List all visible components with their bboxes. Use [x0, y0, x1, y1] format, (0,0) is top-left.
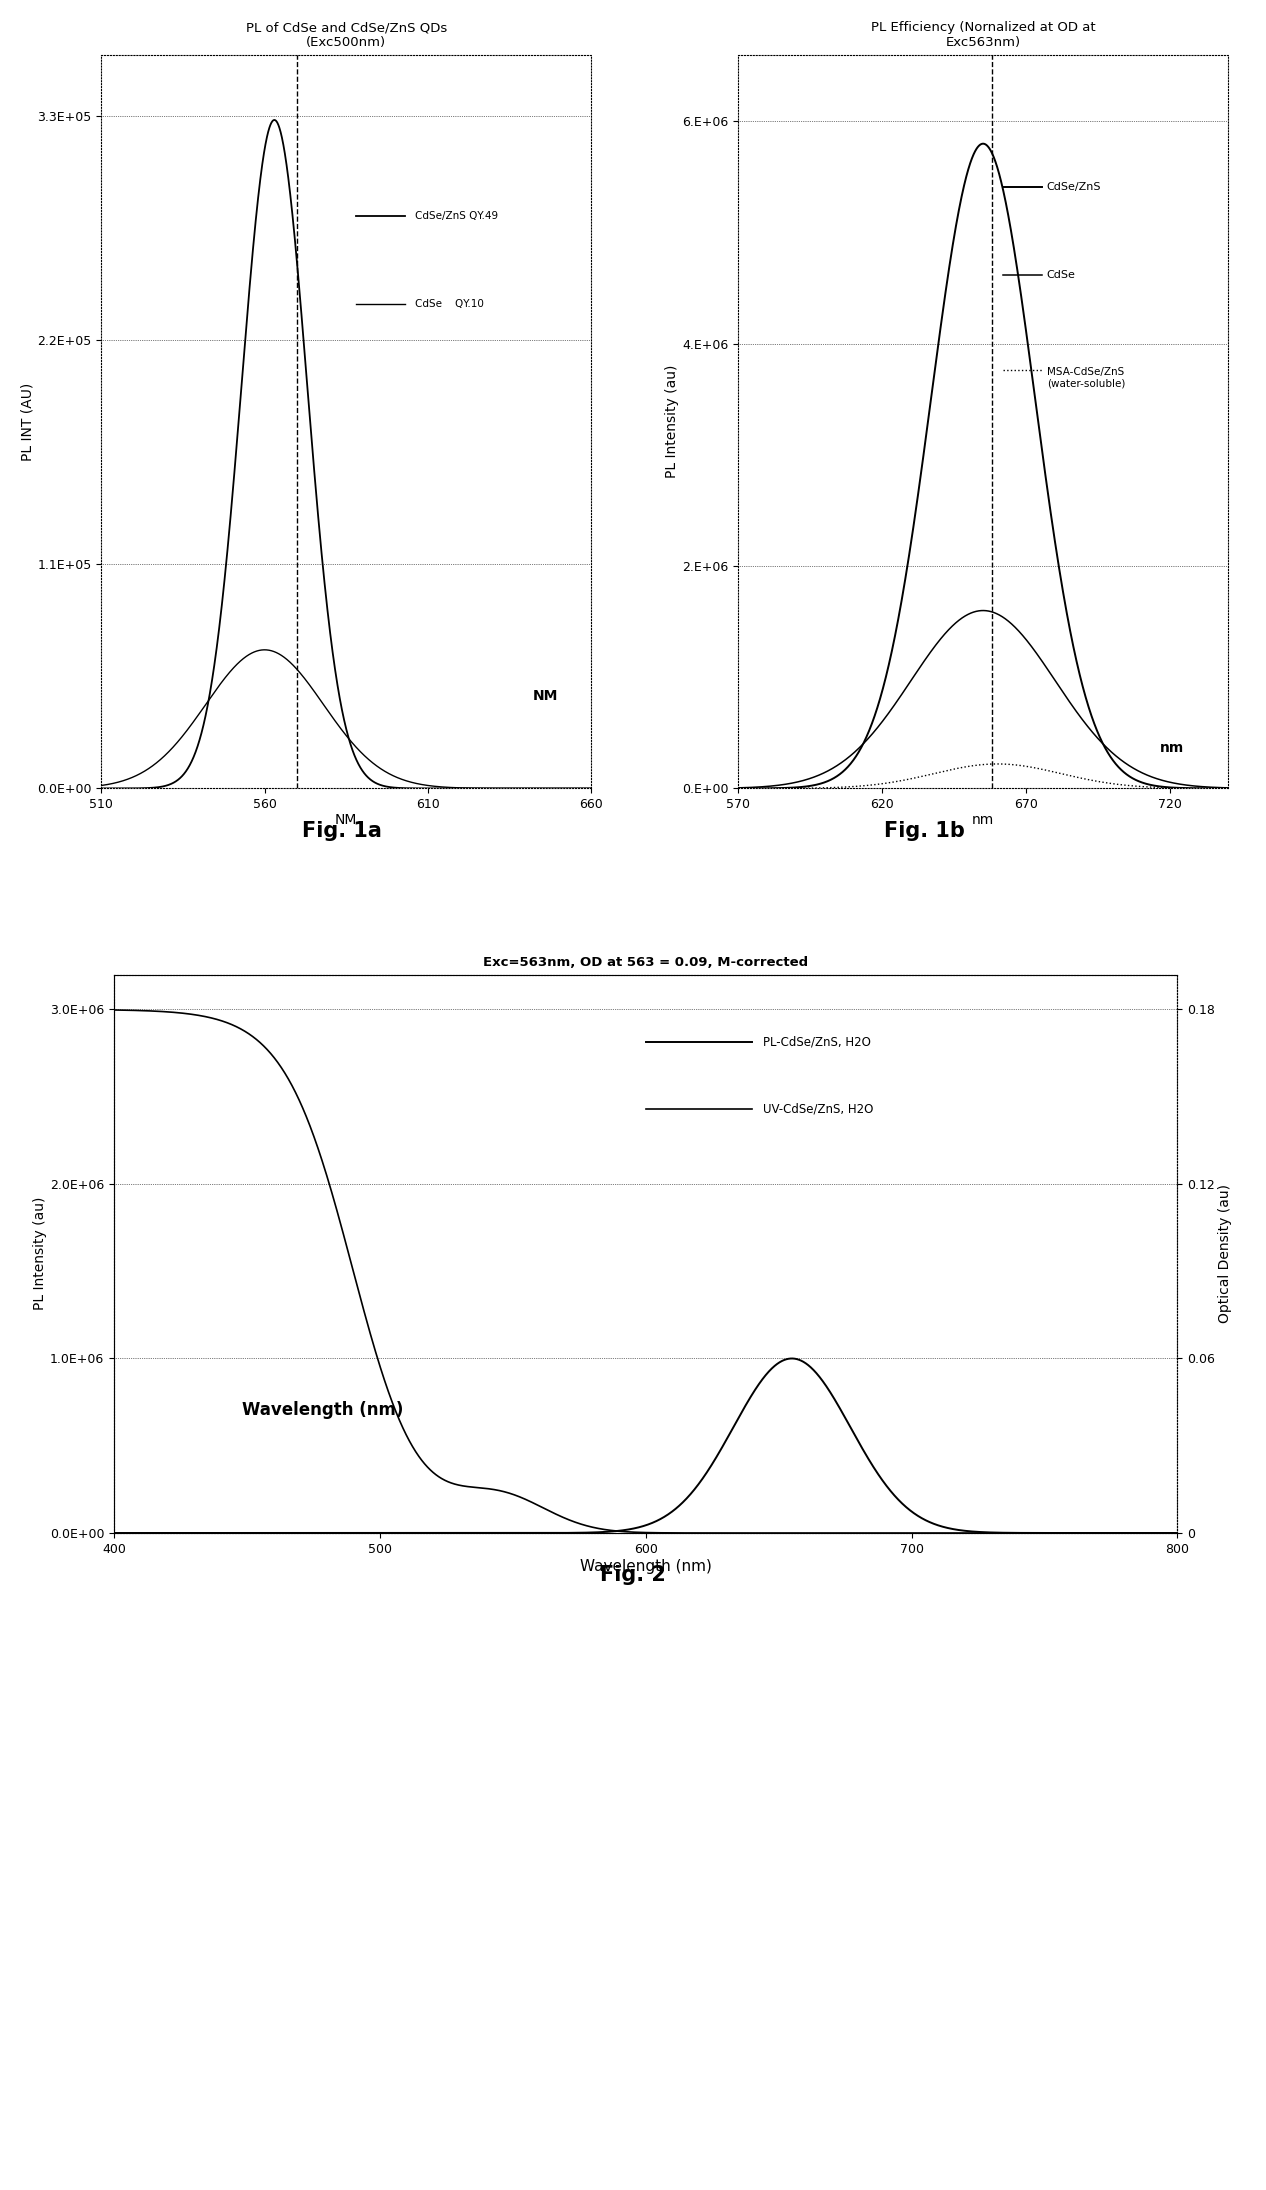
Y-axis label: PL INT (AU): PL INT (AU) — [20, 383, 34, 460]
X-axis label: Wavelength (nm): Wavelength (nm) — [580, 1559, 711, 1572]
X-axis label: NM: NM — [335, 812, 357, 826]
Text: CdSe: CdSe — [1047, 269, 1076, 280]
Text: nm: nm — [1160, 740, 1184, 756]
Title: Exc=563nm, OD at 563 = 0.09, M-corrected: Exc=563nm, OD at 563 = 0.09, M-corrected — [484, 957, 808, 970]
Text: MSA-CdSe/ZnS
(water-soluble): MSA-CdSe/ZnS (water-soluble) — [1047, 366, 1125, 388]
Title: PL Efficiency (Nornalized at OD at
Exc563nm): PL Efficiency (Nornalized at OD at Exc56… — [871, 22, 1095, 50]
Text: CdSe    QY.10: CdSe QY.10 — [415, 300, 484, 309]
Text: Fig. 1a: Fig. 1a — [301, 821, 382, 841]
Y-axis label: PL Intensity (au): PL Intensity (au) — [665, 366, 679, 477]
Text: PL-CdSe/ZnS, H2O: PL-CdSe/ZnS, H2O — [762, 1036, 871, 1049]
Text: Fig. 1b: Fig. 1b — [884, 821, 965, 841]
X-axis label: nm: nm — [972, 812, 994, 826]
Text: NM: NM — [533, 690, 558, 703]
Title: PL of CdSe and CdSe/ZnS QDs
(Exc500nm): PL of CdSe and CdSe/ZnS QDs (Exc500nm) — [246, 22, 447, 50]
Text: CdSe/ZnS: CdSe/ZnS — [1047, 182, 1101, 193]
Text: UV-CdSe/ZnS, H2O: UV-CdSe/ZnS, H2O — [762, 1102, 874, 1115]
Y-axis label: Optical Density (au): Optical Density (au) — [1218, 1185, 1232, 1323]
Text: Fig. 2: Fig. 2 — [600, 1566, 666, 1586]
Text: Wavelength (nm): Wavelength (nm) — [242, 1402, 403, 1419]
Y-axis label: PL Intensity (au): PL Intensity (au) — [33, 1198, 47, 1310]
Text: CdSe/ZnS QY.49: CdSe/ZnS QY.49 — [415, 210, 498, 221]
